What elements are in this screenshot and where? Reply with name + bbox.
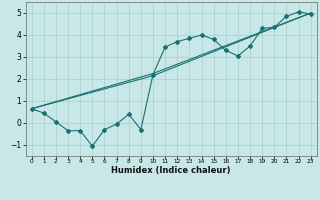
- X-axis label: Humidex (Indice chaleur): Humidex (Indice chaleur): [111, 166, 231, 175]
